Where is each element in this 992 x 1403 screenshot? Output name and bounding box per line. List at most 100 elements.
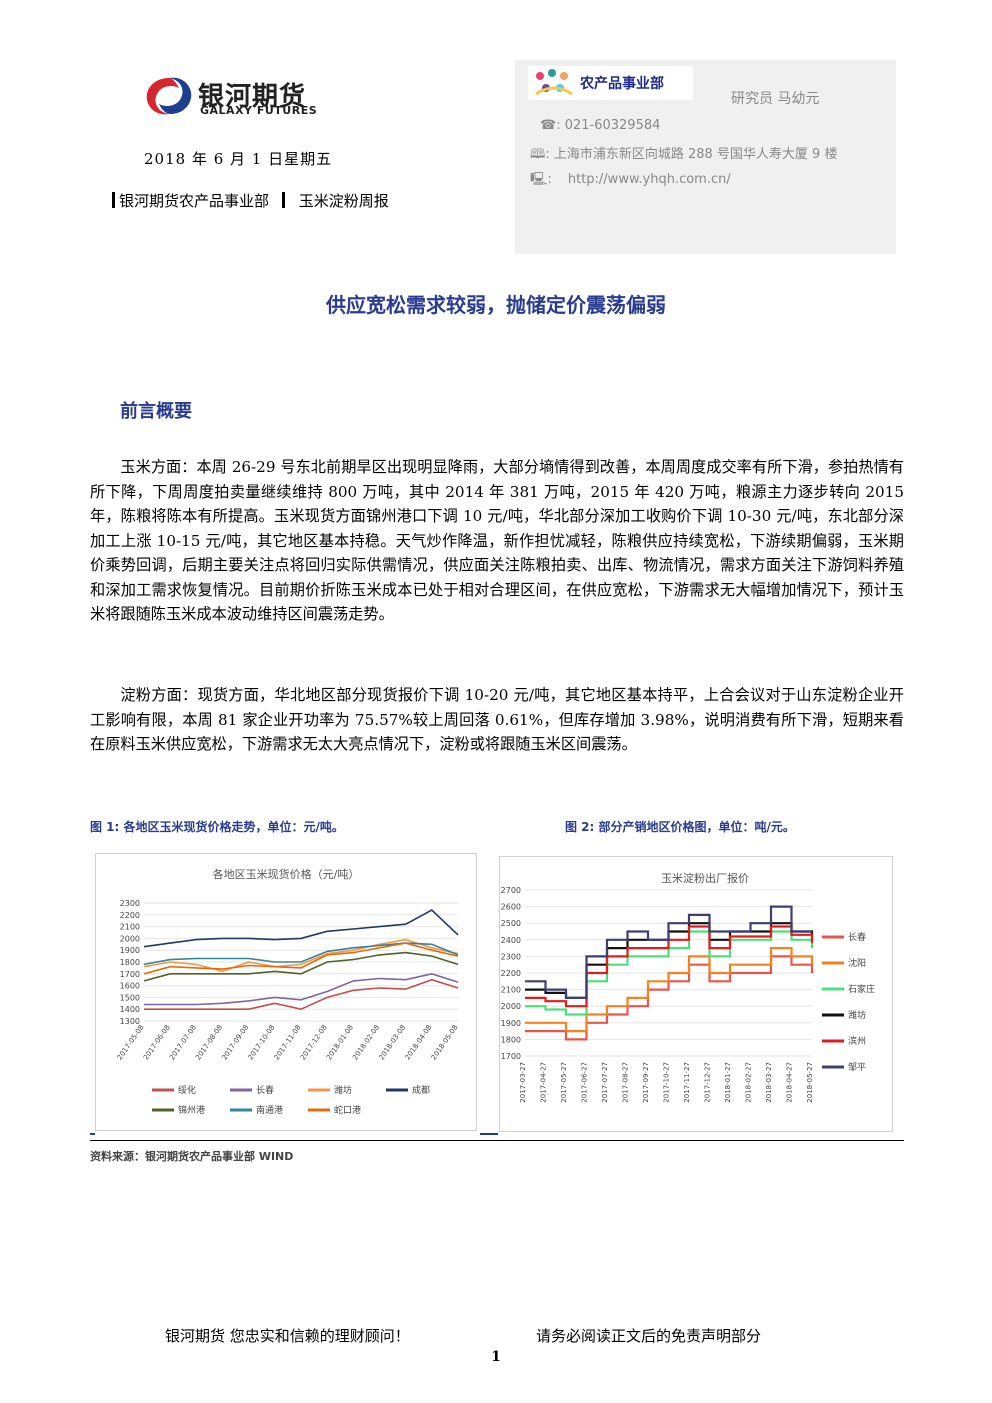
y-tick-label: 1600	[120, 982, 140, 991]
figure2-caption: 图 2: 部分产销地区价格图，单位：吨/元。	[565, 820, 795, 834]
x-tick-label: 2018-04-27	[786, 1062, 794, 1103]
x-tick-label: 2017-06-27	[581, 1062, 589, 1103]
legend-label-锦州港: 锦州港	[178, 1104, 205, 1116]
y-tick-label: 2500	[501, 919, 521, 928]
phone-number: 021-60329584	[564, 118, 661, 133]
figure-divider	[90, 1140, 904, 1141]
source-note: 资料来源：银河期货农产品事业部 WIND	[90, 1150, 294, 1163]
legend-label-石家庄: 石家庄	[848, 983, 875, 995]
y-tick-label: 2400	[501, 936, 521, 945]
bar-marker	[281, 192, 285, 208]
galaxy-futures-logo: 银河期货 GALAXY FUTURES	[143, 70, 333, 120]
y-tick-label: 2000	[501, 1002, 521, 1011]
section-heading: 前言概要	[120, 401, 192, 422]
address-line: 🕮: 上海市浦东新区向城路 288 号国华人寿大厦 9 楼	[530, 143, 837, 167]
x-tick-label: 2017-12-08	[299, 1024, 329, 1062]
dept-name: 银河期货农产品事业部	[119, 192, 270, 210]
x-tick-label: 2017-09-27	[642, 1062, 650, 1103]
y-tick-label: 2200	[120, 911, 140, 920]
y-tick-label: 1500	[120, 993, 140, 1002]
x-tick-label: 2017-04-27	[540, 1062, 548, 1103]
y-tick-label: 1400	[120, 1005, 140, 1014]
website-line: 🖳: http://www.yhqh.com.cn/	[530, 170, 731, 192]
logo-text-en: GALAXY FUTURES	[200, 104, 318, 117]
dept-logo-text: 农产品事业部	[580, 76, 664, 92]
legend-label-潍坊: 潍坊	[334, 1084, 352, 1096]
x-tick-label: 2017-09-08	[220, 1024, 250, 1062]
x-tick-label: 2017-12-27	[704, 1062, 712, 1103]
series-line-蛇口港	[143, 942, 459, 975]
chart-title: 玉米淀粉出厂报价	[661, 871, 749, 885]
x-tick-label: 2017-10-08	[247, 1024, 277, 1062]
dept-line: 银河期货农产品事业部 玉米淀粉周报	[112, 190, 389, 211]
legend-label-沈阳: 沈阳	[848, 957, 866, 969]
address-icon: 🕮:	[530, 147, 554, 162]
y-tick-label: 1900	[501, 1019, 521, 1028]
x-tick-label: 2018-03-08	[377, 1024, 407, 1062]
x-tick-label: 2017-07-08	[168, 1024, 198, 1062]
y-tick-label: 2300	[120, 899, 140, 908]
x-tick-label: 2017-08-08	[194, 1024, 224, 1062]
report-title: 供应宽松需求较弱，抛储定价震荡偏弱	[326, 293, 666, 317]
y-tick-label: 1800	[120, 958, 140, 967]
galaxy-logo-icon	[146, 77, 192, 115]
phone-icon: ☎:	[540, 118, 565, 133]
x-tick-label: 2018-03-27	[765, 1062, 773, 1103]
x-tick-label: 2018-04-08	[404, 1024, 434, 1062]
y-tick-label: 2700	[501, 886, 521, 895]
y-tick-label: 2100	[120, 923, 140, 932]
x-tick-label: 2017-08-27	[622, 1062, 630, 1103]
y-tick-label: 1700	[501, 1052, 521, 1061]
dept-people-icon	[535, 69, 573, 96]
x-tick-label: 2017-10-27	[663, 1062, 671, 1103]
figure1-caption: 图 1: 各地区玉米现货价格走势，单位：元/吨。	[90, 820, 344, 834]
chart1-marker	[90, 1133, 95, 1135]
y-tick-label: 1700	[120, 970, 140, 979]
footer-disclaimer: 请务必阅读正文后的免责声明部分	[536, 1327, 762, 1345]
y-tick-label: 2100	[501, 986, 521, 995]
x-tick-label: 2017-05-27	[560, 1062, 568, 1103]
y-tick-label: 2600	[501, 903, 521, 912]
series-line-邹平	[525, 905, 812, 999]
chart2-marker	[480, 1133, 498, 1135]
x-tick-label: 2017-11-27	[683, 1062, 691, 1103]
x-tick-label: 2017-06-08	[142, 1024, 172, 1062]
page-number: 1	[491, 1349, 501, 1365]
chart1-svg: 各地区玉米现货价格（元/吨） 1300 1400 1500 1600 1700 1800 19…	[116, 867, 460, 1116]
x-tick-label: 2017-11-08	[273, 1024, 303, 1062]
x-tick-label: 2018-02-27	[745, 1062, 753, 1103]
y-tick-label: 1900	[120, 946, 140, 955]
legend-label-绥化: 绥化	[178, 1084, 196, 1096]
website: http://www.yhqh.com.cn/	[567, 172, 731, 187]
dept-logo: 农产品事业部	[528, 66, 693, 100]
legend-label-滨州: 滨州	[848, 1035, 866, 1047]
legend-label-长春: 长春	[256, 1084, 274, 1096]
chart1-frame: 各地区玉米现货价格（元/吨） 1300 1400 1500 1600 1700 1800 19…	[95, 853, 477, 1131]
y-tick-label: 2000	[120, 934, 140, 943]
address: 上海市浦东新区向城路 288 号国华人寿大厦 9 楼	[553, 147, 838, 162]
y-tick-label: 2200	[501, 969, 521, 978]
series-line-锦州港	[143, 951, 459, 982]
report-date: 2018 年 6 月 1 日星期五	[144, 150, 333, 168]
x-tick-label: 2018-01-08	[325, 1024, 355, 1062]
y-tick-label: 2300	[501, 952, 521, 961]
chart-title: 各地区玉米现货价格（元/吨）	[213, 867, 360, 881]
legend-label-邹平: 邹平	[848, 1061, 866, 1073]
paragraph-starch: 淀粉方面：现货方面，华北地区部分现货报价下调 10-20 元/吨，其它地区基本持…	[90, 686, 904, 753]
legend-label-潍坊: 潍坊	[848, 1009, 866, 1021]
y-tick-label: 1800	[501, 1035, 521, 1044]
x-tick-label: 2018-05-27	[806, 1062, 814, 1103]
legend-label-南通港: 南通港	[256, 1104, 283, 1116]
legend-label-蛇口港: 蛇口港	[334, 1104, 361, 1116]
footer-slogan: 银河期货 您忠实和信赖的理财顾问！	[165, 1327, 410, 1345]
series-line-潍坊	[143, 938, 459, 973]
x-tick-label: 2018-01-27	[724, 1062, 732, 1103]
x-tick-label: 2018-05-08	[430, 1024, 460, 1062]
legend-label-长春: 长春	[848, 931, 866, 943]
phone-line: ☎: 021-60329584	[540, 118, 660, 133]
paragraph-corn: 玉米方面：本周 26-29 号东北前期旱区出现明显降雨，大部分墒情得到改善，本周…	[90, 458, 904, 623]
report-name: 玉米淀粉周报	[298, 192, 389, 210]
series-line-绥化	[144, 978, 459, 1011]
x-tick-label: 2017-03-27	[519, 1062, 527, 1103]
computer-icon: 🖳:	[530, 172, 556, 187]
